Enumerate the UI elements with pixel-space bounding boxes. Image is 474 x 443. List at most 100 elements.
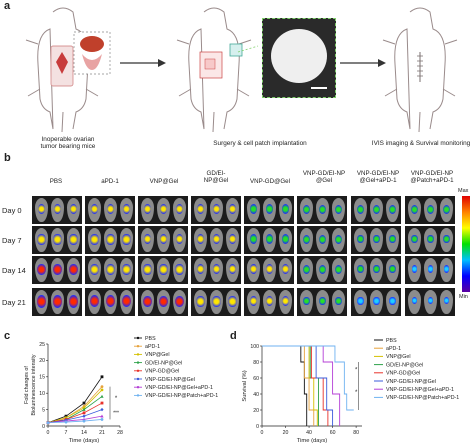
legend-marker xyxy=(136,353,140,356)
bioluminescence-signal xyxy=(90,263,99,275)
bioluminescence-signal xyxy=(175,263,184,275)
bioluminescence-signal xyxy=(411,234,418,244)
series-line xyxy=(47,415,103,424)
bioluminescence-signal xyxy=(37,263,46,276)
mouse-illustration-2 xyxy=(176,7,259,133)
legend-label: VNP-GD@Gel xyxy=(145,369,179,375)
bioluminescence-signal xyxy=(106,233,115,245)
bioluminescence-signal xyxy=(357,296,364,305)
significance-mark: * xyxy=(355,368,358,374)
ivis-image xyxy=(297,196,347,224)
ivis-image xyxy=(351,196,401,224)
bioluminescence-signal xyxy=(212,204,221,215)
y-tick-label: 10 xyxy=(39,391,45,397)
bioluminescence-signal xyxy=(319,234,326,244)
data-point xyxy=(82,411,86,415)
series-line xyxy=(47,419,103,424)
series-line xyxy=(47,376,103,424)
bioluminescence-signal xyxy=(196,295,205,307)
bioluminescence-signal xyxy=(53,233,62,245)
legend-label: GD/EI-NP@Gel xyxy=(386,362,423,368)
bioluminescence-signal xyxy=(373,204,380,214)
bioluminescence-signal xyxy=(411,265,418,273)
mouse-illustration-1 xyxy=(25,7,111,133)
bioluminescence-signal xyxy=(175,234,184,245)
legend-label: VNP@Gel xyxy=(145,352,170,358)
patch-photo xyxy=(262,18,336,98)
x-tick-label: 7 xyxy=(65,430,68,436)
bioluminescence-signal xyxy=(303,264,310,274)
series-line xyxy=(47,389,103,424)
group-header-vnp-gd-ei-np-gel-apd1: VNP-GD/EI-NP @Gel+aPD-1 xyxy=(356,170,400,185)
panel-c-label: c xyxy=(4,330,11,342)
ivis-image xyxy=(32,196,82,224)
survival-curve xyxy=(262,345,329,426)
y-tick-label: 20 xyxy=(39,358,45,364)
bioluminescence-signal xyxy=(228,234,237,245)
bioluminescence-signal xyxy=(106,204,115,215)
data-point xyxy=(100,407,104,412)
panel-a-label: a xyxy=(4,0,11,12)
bioluminescence-signal xyxy=(357,204,364,214)
legend-label: PBS xyxy=(386,338,397,344)
data-point xyxy=(100,418,104,421)
legend-marker xyxy=(136,386,140,389)
bioluminescence-signal xyxy=(159,204,168,215)
legend-label: VNP-GD/EI-NP@Gel+aPD-1 xyxy=(386,387,454,393)
bioluminescence-signal xyxy=(196,234,205,245)
legend-label: VNP-GD/EI-NP@Gel xyxy=(145,377,195,383)
legend-marker xyxy=(136,345,140,348)
bioluminescence-signal xyxy=(212,295,221,307)
bioluminescence-signal xyxy=(411,204,418,214)
bioluminescence-signal xyxy=(143,263,152,275)
series-line xyxy=(47,409,103,424)
legend-marker xyxy=(136,394,140,397)
significance-mark: * xyxy=(115,396,118,402)
bioluminescence-signal xyxy=(249,264,258,275)
bioluminescence-signal xyxy=(175,295,184,308)
ivis-image xyxy=(191,288,241,316)
bioluminescence-signal xyxy=(122,204,131,215)
legend-marker xyxy=(136,361,140,364)
bioluminescence-signal xyxy=(319,204,326,214)
y-tick-label: 20 xyxy=(253,408,259,414)
day-label-0: Day 0 xyxy=(2,206,22,215)
x-tick-label: 20 xyxy=(283,430,289,436)
bioluminescence-signal xyxy=(389,296,396,305)
bioluminescence-signal xyxy=(281,234,290,244)
y-tick-label: 0 xyxy=(256,424,259,430)
x-tick-label: 60 xyxy=(330,430,336,436)
ivis-image xyxy=(244,288,294,316)
bioluminescence-signal xyxy=(36,295,47,308)
day-label-7: Day 7 xyxy=(2,236,22,245)
ivis-image xyxy=(405,196,455,224)
survival-chart: 0 20 40 60 80 0 20 40 60 80 100 Time (days) Survival… xyxy=(242,338,459,443)
bioluminescence-signal xyxy=(427,265,434,273)
group-header-pbs: PBS xyxy=(49,178,63,185)
ivis-image xyxy=(297,256,347,284)
y-tick-label: 100 xyxy=(250,344,259,350)
bioluminescence-signal xyxy=(69,233,78,245)
bioluminescence-signal xyxy=(443,297,450,305)
bioluminescence-signal xyxy=(335,296,342,306)
survival-curve xyxy=(262,345,354,411)
bioluminescence-signal xyxy=(106,263,115,275)
bioluminescence-signal xyxy=(175,204,184,215)
y-tick-label: 40 xyxy=(253,392,259,398)
bioluminescence-signal xyxy=(53,263,62,276)
bioluminescence-signal xyxy=(373,296,380,305)
legend-marker xyxy=(136,377,140,381)
ivis-image xyxy=(138,288,188,316)
bioluminescence-signal xyxy=(196,264,205,275)
group-header-gd-ei-np-gel: GD/EI- NP@Gel xyxy=(203,170,229,185)
y-tick-label: 80 xyxy=(253,360,259,366)
x-tick-label: 14 xyxy=(81,430,87,436)
bioluminescence-signal xyxy=(212,264,221,275)
ivis-image xyxy=(405,256,455,284)
bioluminescence-signal xyxy=(427,297,434,305)
bioluminescence-signal xyxy=(143,234,152,245)
colorbar xyxy=(462,196,470,292)
bioluminescence-signal xyxy=(389,234,396,244)
ivis-image xyxy=(351,256,401,284)
x-tick-label: 40 xyxy=(306,430,312,436)
